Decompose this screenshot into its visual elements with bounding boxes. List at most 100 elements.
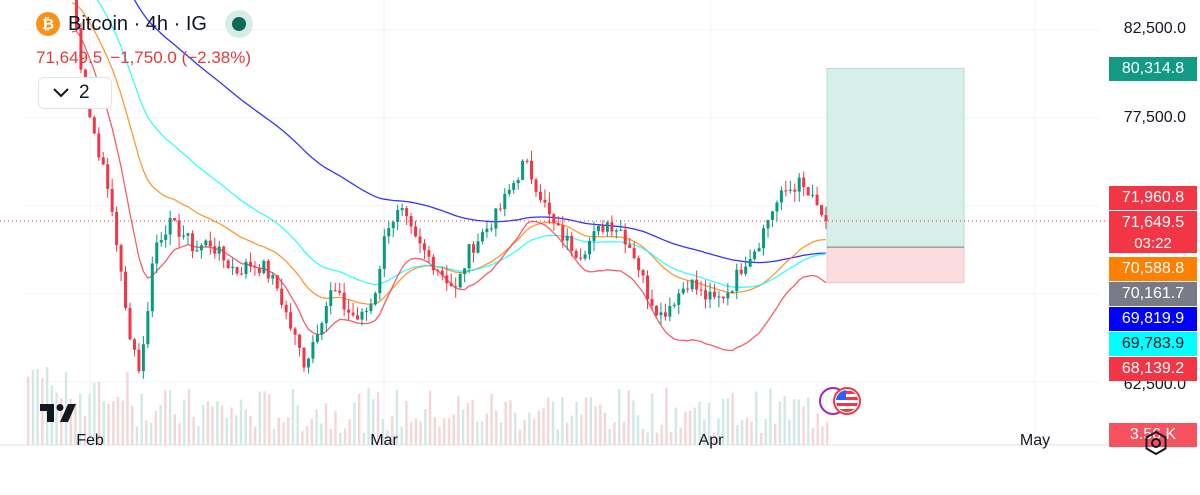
candle — [811, 194, 815, 196]
volume-bar — [773, 423, 777, 445]
volume-bar — [263, 391, 266, 445]
candle — [155, 242, 159, 264]
candle — [248, 261, 252, 267]
volume-bar — [617, 388, 621, 445]
volume-bar — [452, 414, 455, 445]
candle — [677, 293, 681, 305]
symbol-header[interactable]: ₿ Bitcoin · 4h · IG — [36, 10, 253, 38]
candle — [824, 215, 828, 221]
candle — [704, 290, 708, 300]
candle — [271, 275, 275, 279]
candle — [552, 214, 556, 224]
ma-line-cyan — [96, 0, 827, 288]
x-tick-label: Apr — [698, 432, 724, 449]
volume-bar — [603, 412, 607, 445]
candle — [449, 283, 453, 287]
indicators-toggle-button[interactable]: 2 — [38, 77, 112, 109]
candle — [579, 257, 583, 259]
candle — [583, 254, 587, 259]
candle — [815, 194, 819, 205]
volume-bar — [235, 415, 238, 445]
candle — [373, 293, 377, 305]
volume-bar — [74, 402, 77, 445]
volume-bar — [36, 368, 39, 445]
volume-bar — [589, 397, 593, 445]
bar-countdown: 03:22 — [1109, 233, 1197, 253]
candle — [427, 250, 431, 257]
volume-bar — [513, 412, 517, 445]
market-open-status-icon[interactable] — [224, 10, 253, 38]
volume-bar — [348, 419, 351, 445]
chevron-down-icon — [53, 88, 69, 98]
candle — [164, 234, 168, 240]
volume-bar — [811, 427, 815, 445]
volume-bar — [627, 390, 630, 445]
candle — [262, 260, 266, 274]
position-target-zone — [826, 67, 965, 248]
volume-bar — [405, 401, 408, 445]
candle — [686, 288, 690, 290]
volume-bar — [116, 396, 120, 445]
candle — [244, 261, 248, 275]
volume-bar — [249, 415, 252, 445]
volume-bar — [499, 422, 503, 445]
volume-bar — [821, 426, 824, 445]
position-stop-zone — [826, 246, 965, 284]
volume-bar — [679, 427, 682, 445]
candle — [681, 288, 685, 294]
volume-bar — [816, 413, 819, 445]
candle — [414, 226, 418, 237]
volume-bar — [211, 406, 214, 445]
candle — [721, 296, 725, 299]
volume-bar — [296, 405, 299, 445]
ma-orange-tag: 70,588.8 — [1109, 257, 1197, 281]
volume-bar — [69, 398, 72, 445]
candle — [503, 193, 507, 210]
tradingview-logo-icon[interactable] — [40, 402, 88, 424]
volume-bar — [745, 417, 749, 445]
candle — [757, 248, 761, 252]
candle — [632, 247, 636, 259]
candle — [565, 235, 569, 241]
candle — [494, 208, 498, 229]
volume-bar — [192, 417, 195, 445]
candle — [431, 256, 435, 271]
indicators-count: 2 — [79, 82, 90, 103]
volume-bar — [660, 424, 663, 445]
candle — [101, 157, 105, 165]
volume-bar — [523, 420, 526, 445]
candle — [289, 312, 293, 329]
candle — [525, 160, 529, 162]
volume-bar — [651, 393, 654, 445]
candle — [298, 334, 302, 348]
ma-red-tag: 68,139.2 — [1109, 357, 1197, 381]
change-value: −1,750.0 (−2.38%) — [110, 48, 252, 67]
candle — [110, 188, 114, 212]
candle — [124, 271, 128, 308]
volume-bar — [703, 419, 706, 445]
candle — [489, 228, 493, 230]
candle — [802, 177, 806, 188]
candle — [556, 223, 560, 226]
candle — [364, 311, 368, 313]
volume-bar — [764, 418, 767, 445]
ma-cyan-tag: 69,783.9 — [1109, 332, 1197, 356]
volume-bar — [197, 425, 200, 445]
candle — [762, 228, 766, 249]
candle — [516, 179, 520, 184]
volume-bar — [471, 399, 474, 445]
settings-gear-icon[interactable] — [1143, 430, 1169, 456]
economic-events-icon[interactable] — [818, 386, 874, 416]
volume-bar — [310, 419, 314, 445]
candle — [561, 225, 565, 241]
volume-bar — [149, 422, 153, 445]
ma-line-blue — [133, 0, 827, 264]
volume-bar — [27, 376, 30, 445]
volume-bar — [721, 398, 725, 445]
volume-bar — [381, 419, 384, 445]
volume-bar — [575, 401, 578, 445]
volume-bar — [688, 410, 692, 445]
volume-bar — [532, 418, 536, 445]
candle — [574, 251, 578, 258]
